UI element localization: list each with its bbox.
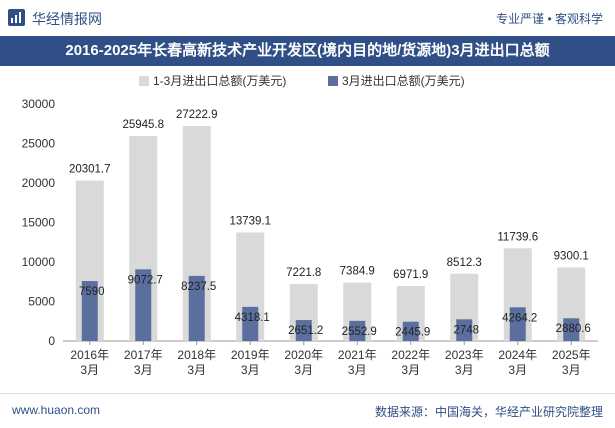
data-label-march: 9072.7 [128, 274, 163, 286]
y-tick-label: 30000 [22, 97, 56, 111]
x-tick-label: 2020年 3月 [284, 348, 323, 377]
data-source: 数据来源：中国海关，华经产业研究院整理 [374, 405, 603, 419]
legend-label-2: 3月进出口总额(万美元) [342, 74, 465, 88]
legend-swatch-2 [328, 76, 338, 86]
data-label-march: 2880.6 [556, 323, 591, 335]
chart-title: 2016-2025年长春高新技术产业开发区(境内目的地/货源地)3月进出口总额 [65, 42, 550, 59]
x-tick-label: 2023年 3月 [445, 348, 484, 377]
bar-march [135, 269, 152, 341]
bar-march [563, 318, 580, 341]
legend-label-1: 1-3月进出口总额(万美元) [153, 74, 286, 88]
y-tick-label: 10000 [22, 255, 56, 269]
y-tick-label: 25000 [22, 137, 56, 151]
x-tick-label: 2016年 3月 [70, 348, 109, 377]
data-label-total: 7221.8 [286, 267, 321, 279]
data-label-march: 2552.9 [342, 326, 377, 338]
bar-march [81, 281, 98, 341]
bar-march [402, 321, 419, 341]
data-label-march: 4318.1 [235, 312, 270, 324]
data-label-march: 4264.2 [502, 312, 537, 324]
data-label-march: 8237.5 [181, 281, 216, 293]
bar-chart: 1-3月进出口总额(万美元) 3月进出口总额(万美元) 0 5000 10000 1500… [22, 74, 598, 377]
bar-march [509, 307, 526, 341]
x-tick-label: 2025年 3月 [552, 348, 591, 377]
data-label-total: 8512.3 [447, 257, 482, 269]
data-label-total: 6971.9 [393, 269, 428, 281]
data-label-total: 27222.9 [176, 109, 218, 121]
data-label-total: 25945.8 [122, 119, 164, 131]
y-tick-label: 0 [48, 334, 55, 348]
data-label-total: 13739.1 [229, 215, 271, 227]
bar-march [456, 319, 473, 341]
y-tick-label: 15000 [22, 216, 56, 230]
footer: www.huaon.com 数据来源：中国海关，华经产业研究院整理 [0, 393, 615, 428]
y-tick-label: 5000 [28, 295, 55, 309]
website-link[interactable]: www.huaon.com [12, 403, 101, 417]
bar-march [349, 320, 366, 341]
top-bar: 华经情报网 专业严谨 • 客观科学 [0, 0, 615, 36]
x-tick-label: 2019年 3月 [231, 348, 270, 377]
title-bar: 2016-2025年长春高新技术产业开发区(境内目的地/货源地)3月进出口总额 [0, 36, 615, 66]
x-tick-label: 2018年 3月 [177, 348, 216, 377]
bar-march [295, 320, 312, 341]
slogan: 专业严谨 • 客观科学 [496, 12, 603, 26]
x-tick-label: 2021年 3月 [338, 348, 377, 377]
logo-icon [8, 9, 25, 26]
legend-swatch-1 [139, 76, 149, 86]
bar-march [242, 306, 259, 341]
data-label-total: 20301.7 [69, 164, 111, 176]
data-label-march: 2445.9 [395, 327, 430, 339]
data-label-total: 11739.6 [497, 231, 538, 243]
data-label-march: 7590 [79, 286, 105, 298]
data-label-march: 2748 [453, 324, 479, 336]
x-tick-label: 2017年 3月 [124, 348, 163, 377]
data-label-total: 7384.9 [340, 266, 375, 278]
data-label-march: 2651.2 [288, 325, 323, 337]
site-name: 华经情报网 [32, 11, 102, 27]
x-tick-label: 2024年 3月 [498, 348, 537, 377]
y-tick-label: 20000 [22, 176, 56, 190]
x-tick-label: 2022年 3月 [391, 348, 430, 377]
data-label-total: 9300.1 [554, 251, 589, 263]
bar-march [188, 275, 205, 341]
